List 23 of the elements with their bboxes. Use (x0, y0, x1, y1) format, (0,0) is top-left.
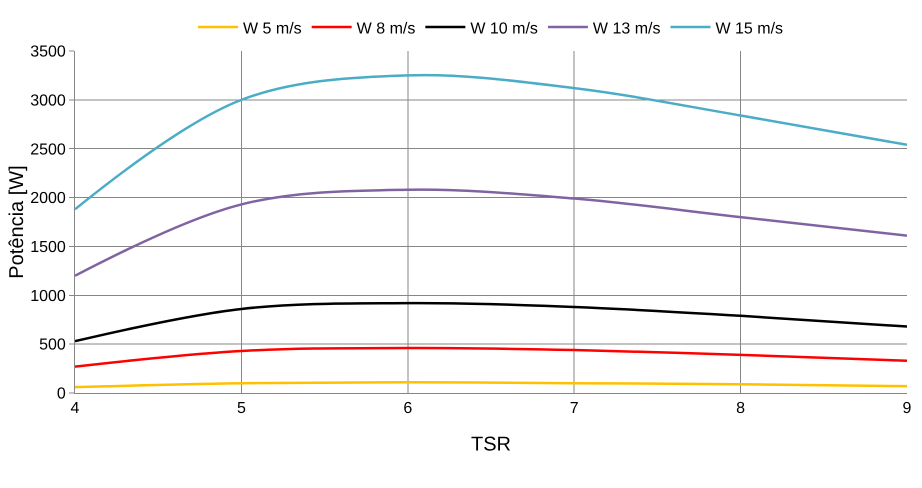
y-tick-label: 0 (56, 386, 66, 403)
y-axis-title: Potência [W] (6, 165, 28, 279)
y-tick-label: 2000 (30, 190, 66, 208)
x-tick-label: 9 (902, 400, 912, 418)
x-tick-label: 4 (70, 400, 80, 418)
x-tick-label: 6 (403, 400, 412, 418)
legend-label: W 15 m/s (715, 20, 784, 38)
y-tick-label: 1000 (30, 288, 66, 305)
x-tick-label: 7 (570, 400, 579, 418)
legend-label: W 10 m/s (470, 20, 538, 38)
y-tick-label: 3500 (30, 44, 66, 61)
legend-label: W 8 m/s (356, 20, 416, 38)
x-tick-label: 5 (236, 400, 246, 418)
y-tick-label: 500 (39, 336, 66, 354)
y-tick-label: 1500 (30, 239, 66, 256)
x-tick-label: 8 (736, 400, 746, 418)
y-tick-label: 3000 (30, 92, 66, 110)
y-tick-label: 2500 (30, 141, 66, 158)
line-series (75, 302, 907, 342)
line-series (75, 346, 907, 368)
legend-label: W 13 m/s (592, 20, 660, 38)
legend-label: W 5 m/s (243, 20, 302, 38)
x-axis-title: TSR (471, 434, 511, 456)
